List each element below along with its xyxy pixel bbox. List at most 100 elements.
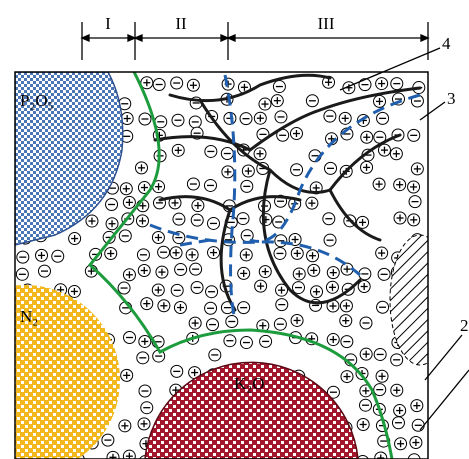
ion — [377, 112, 389, 124]
ion — [408, 129, 420, 141]
ion — [36, 249, 48, 261]
ion — [374, 95, 386, 107]
ion — [16, 268, 28, 280]
ion — [242, 165, 254, 177]
ion — [205, 302, 217, 314]
ion — [156, 266, 168, 278]
region-label: P₂O₅ — [20, 91, 54, 110]
ion — [191, 282, 203, 294]
ion — [306, 95, 318, 107]
ion — [324, 110, 336, 122]
ion — [359, 79, 371, 91]
ion — [408, 214, 420, 226]
ion — [204, 179, 216, 191]
ion — [191, 214, 203, 226]
ion — [208, 247, 220, 259]
ion — [275, 111, 287, 123]
ion — [120, 183, 132, 195]
ion — [254, 148, 266, 160]
region-label: K₂O — [234, 374, 264, 393]
ion — [395, 438, 407, 450]
ion — [241, 180, 253, 192]
ion — [275, 235, 287, 247]
ion — [137, 352, 149, 364]
ion — [327, 334, 339, 346]
ion — [394, 212, 406, 224]
callout: 3 — [447, 89, 456, 108]
ion — [339, 112, 351, 124]
callout: 4 — [442, 34, 451, 53]
ion — [274, 318, 286, 330]
ion — [86, 215, 98, 227]
ion — [255, 280, 267, 292]
ion — [378, 268, 390, 280]
ion — [391, 384, 403, 396]
ion — [308, 264, 320, 276]
ion — [340, 315, 352, 327]
ion — [136, 215, 148, 227]
ion — [408, 181, 420, 193]
ion — [102, 434, 114, 446]
ion — [306, 197, 318, 209]
ion — [139, 385, 151, 397]
ion — [208, 217, 220, 229]
ion — [373, 178, 385, 190]
ion — [377, 301, 389, 313]
ion — [69, 233, 81, 245]
ion — [237, 213, 249, 225]
ion — [290, 128, 302, 140]
ion — [271, 95, 283, 107]
ion — [392, 417, 404, 429]
ion — [186, 249, 198, 261]
ion — [152, 284, 164, 296]
zone-label: I — [105, 14, 111, 33]
ion — [158, 300, 170, 312]
ion — [410, 437, 422, 449]
ion — [374, 384, 386, 396]
ion — [360, 399, 372, 411]
shapes — [0, 68, 450, 459]
ion — [376, 370, 388, 382]
ion — [391, 78, 403, 90]
ion — [311, 286, 323, 298]
ion — [173, 213, 185, 225]
ion — [153, 79, 165, 91]
ion — [222, 166, 234, 178]
ion — [293, 268, 305, 280]
ion — [123, 196, 135, 208]
ion — [124, 332, 136, 344]
ion — [138, 418, 150, 430]
ion — [123, 450, 135, 459]
ion — [376, 78, 388, 90]
ion — [374, 348, 386, 360]
ion — [172, 114, 184, 126]
ion — [409, 196, 421, 208]
ion — [137, 249, 149, 261]
soil-diagram: I II III P₂O₅ N₂ K₂O 4 3 2 — [0, 0, 469, 459]
ion — [240, 337, 252, 349]
ion — [324, 234, 336, 246]
ion — [323, 213, 335, 225]
ion — [139, 113, 151, 125]
ion — [390, 148, 402, 160]
ion — [358, 281, 370, 293]
ion — [291, 247, 303, 259]
ion — [175, 264, 187, 276]
ion — [17, 251, 29, 263]
ion — [123, 269, 135, 281]
ion — [187, 79, 199, 91]
ion — [361, 161, 373, 173]
ion — [221, 148, 233, 160]
ion — [141, 298, 153, 310]
ion — [325, 162, 337, 174]
ion — [106, 198, 118, 210]
zone-label: II — [175, 14, 187, 33]
hatched-particle — [390, 235, 450, 365]
ion — [209, 349, 221, 361]
ion — [38, 265, 50, 277]
ion — [106, 218, 118, 230]
ion — [360, 317, 372, 329]
ion — [254, 112, 266, 124]
ion — [226, 315, 238, 327]
ion — [411, 163, 423, 175]
